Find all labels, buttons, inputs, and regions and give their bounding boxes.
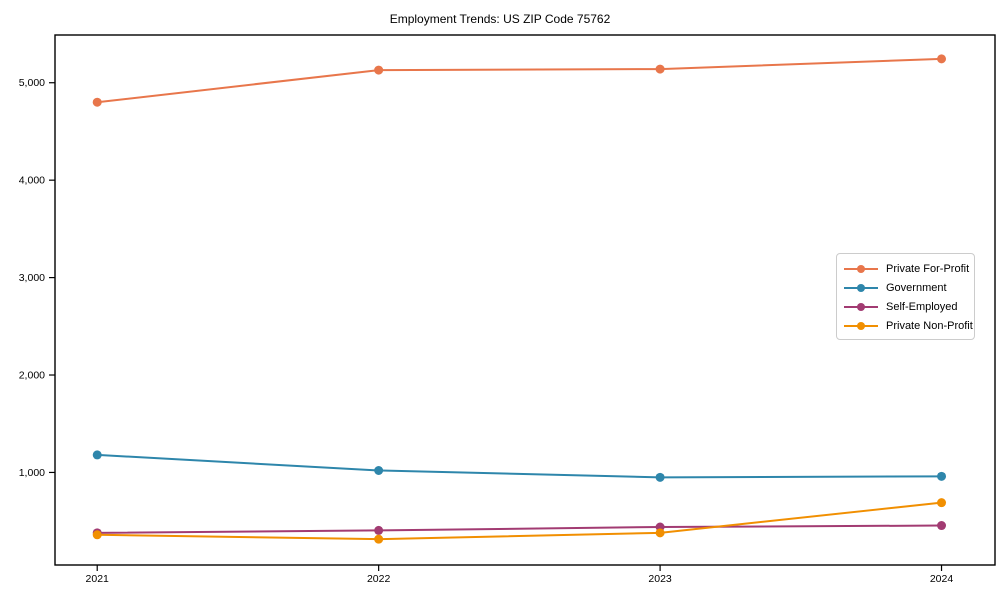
- data-point: [92, 450, 102, 460]
- legend-label: Self-Employed: [886, 300, 958, 313]
- legend-marker-icon: [844, 264, 878, 274]
- data-point: [374, 525, 384, 535]
- series-line-private-for-profit: [97, 57, 942, 104]
- y-tick-label: 4,000: [19, 175, 45, 187]
- data-point: [655, 472, 665, 482]
- chart-title: Employment Trends: US ZIP Code 75762: [389, 12, 611, 26]
- data-point: [92, 97, 102, 107]
- legend-marker-icon: [844, 321, 878, 331]
- legend-label: Private For-Profit: [886, 262, 970, 275]
- x-tick-label: 2022: [367, 573, 391, 585]
- legend-item-private-for-profit: Private For-Profit: [844, 259, 970, 278]
- x-tick-label: 2021: [86, 573, 110, 585]
- legend-item-self-employed: Self-Employed: [844, 297, 968, 316]
- chart-legend: Private For-Profit Government Self-Emplo…: [836, 253, 975, 340]
- legend-marker-icon: [844, 283, 878, 293]
- data-point: [374, 465, 384, 475]
- legend-item-private-non-profit: Private Non-Profit: [844, 316, 973, 335]
- legend-item-government: Government: [844, 278, 968, 297]
- data-point: [937, 471, 947, 481]
- data-point: [655, 528, 665, 538]
- legend-label: Private Non-Profit: [886, 319, 973, 332]
- data-point: [92, 530, 102, 540]
- data-point: [374, 534, 384, 544]
- series-line-self-employed: [97, 524, 942, 534]
- data-point: [937, 498, 947, 508]
- series-line-private-non-profit: [97, 501, 942, 541]
- x-tick-label: 2023: [648, 573, 672, 585]
- legend-marker-icon: [844, 302, 878, 312]
- plot-border: [54, 34, 996, 566]
- data-point: [655, 64, 665, 74]
- y-tick-label: 2,000: [19, 370, 45, 382]
- series-line-government: [97, 453, 942, 479]
- y-tick-label: 3,000: [19, 272, 45, 284]
- data-point: [937, 54, 947, 64]
- data-point: [937, 521, 947, 531]
- legend-label: Government: [886, 281, 947, 294]
- y-tick-label: 1,000: [19, 467, 45, 479]
- y-tick-label: 5,000: [19, 77, 45, 89]
- data-point: [374, 65, 384, 75]
- x-tick-label: 2024: [930, 573, 954, 585]
